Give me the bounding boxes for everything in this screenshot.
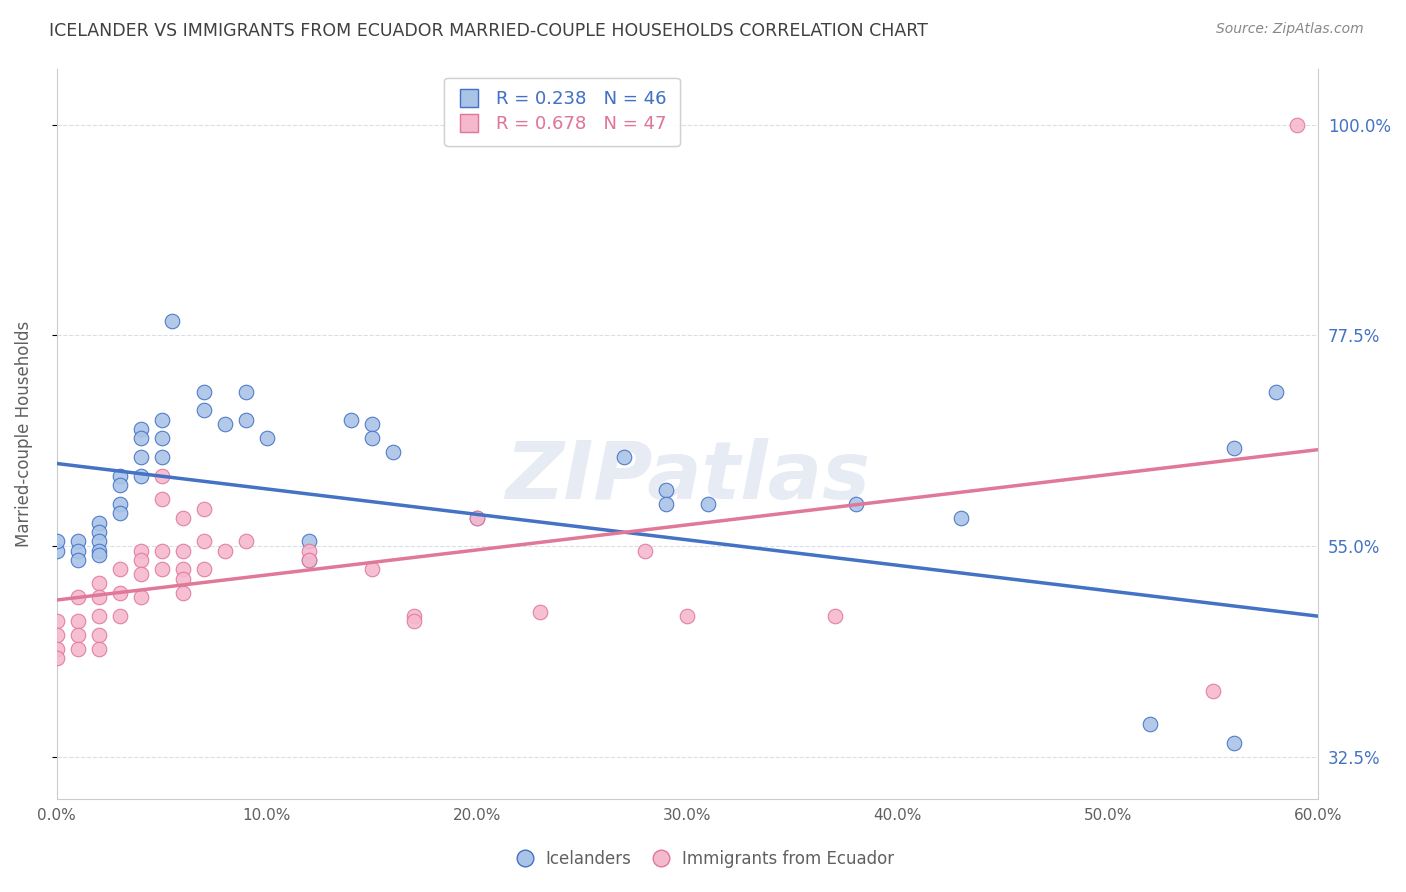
Point — [1286, 118, 1309, 132]
Point — [298, 534, 321, 549]
Point — [87, 591, 110, 605]
Point — [298, 553, 321, 567]
Point — [108, 497, 131, 511]
Point — [193, 501, 215, 516]
Point — [129, 422, 152, 436]
Point — [298, 553, 321, 567]
Point — [361, 562, 384, 576]
Point — [45, 614, 67, 628]
Point — [129, 468, 152, 483]
Point — [256, 431, 278, 445]
Point — [150, 450, 173, 464]
Point — [172, 572, 194, 586]
Point — [87, 609, 110, 624]
Point — [45, 628, 67, 642]
Point — [1202, 684, 1225, 698]
Point — [150, 492, 173, 507]
Text: ICELANDER VS IMMIGRANTS FROM ECUADOR MARRIED-COUPLE HOUSEHOLDS CORRELATION CHART: ICELANDER VS IMMIGRANTS FROM ECUADOR MAR… — [49, 22, 928, 40]
Point — [676, 609, 699, 624]
Point — [87, 628, 110, 642]
Point — [655, 497, 678, 511]
Point — [129, 431, 152, 445]
Point — [361, 417, 384, 432]
Point — [1139, 717, 1161, 731]
Point — [66, 642, 89, 657]
Point — [66, 553, 89, 567]
Point — [697, 497, 720, 511]
Point — [66, 628, 89, 642]
Point — [529, 605, 551, 619]
Legend: Icelanders, Immigrants from Ecuador: Icelanders, Immigrants from Ecuador — [506, 844, 900, 875]
Point — [1097, 853, 1119, 867]
Point — [108, 478, 131, 492]
Point — [613, 450, 636, 464]
Point — [45, 642, 67, 657]
Point — [845, 497, 868, 511]
Point — [172, 511, 194, 525]
Point — [87, 642, 110, 657]
Point — [361, 431, 384, 445]
Point — [45, 534, 67, 549]
Text: Source: ZipAtlas.com: Source: ZipAtlas.com — [1216, 22, 1364, 37]
Point — [193, 403, 215, 417]
Point — [87, 576, 110, 591]
Point — [129, 567, 152, 582]
Point — [150, 412, 173, 426]
Point — [655, 483, 678, 497]
Point — [1223, 441, 1246, 455]
Point — [824, 609, 846, 624]
Point — [404, 614, 426, 628]
Point — [172, 543, 194, 558]
Point — [129, 591, 152, 605]
Point — [108, 506, 131, 520]
Point — [1223, 735, 1246, 749]
Point — [340, 412, 363, 426]
Point — [1012, 805, 1035, 820]
Point — [108, 468, 131, 483]
Point — [150, 543, 173, 558]
Point — [45, 651, 67, 665]
Point — [66, 591, 89, 605]
Point — [1265, 384, 1288, 399]
Point — [66, 614, 89, 628]
Point — [129, 450, 152, 464]
Point — [87, 549, 110, 563]
Legend: R = 0.238   N = 46, R = 0.678   N = 47: R = 0.238 N = 46, R = 0.678 N = 47 — [444, 78, 679, 146]
Point — [87, 516, 110, 530]
Point — [162, 314, 184, 328]
Point — [214, 543, 236, 558]
Point — [108, 562, 131, 576]
Point — [87, 534, 110, 549]
Point — [404, 609, 426, 624]
Point — [66, 543, 89, 558]
Point — [172, 562, 194, 576]
Point — [214, 417, 236, 432]
Point — [172, 586, 194, 600]
Point — [108, 586, 131, 600]
Point — [193, 562, 215, 576]
Point — [150, 468, 173, 483]
Point — [129, 543, 152, 558]
Point — [465, 511, 488, 525]
Point — [108, 609, 131, 624]
Point — [235, 384, 257, 399]
Point — [235, 534, 257, 549]
Point — [66, 534, 89, 549]
Point — [87, 543, 110, 558]
Point — [129, 553, 152, 567]
Point — [298, 543, 321, 558]
Point — [150, 562, 173, 576]
Point — [235, 412, 257, 426]
Y-axis label: Married-couple Households: Married-couple Households — [15, 320, 32, 547]
Point — [193, 534, 215, 549]
Point — [150, 431, 173, 445]
Point — [45, 543, 67, 558]
Point — [87, 524, 110, 539]
Point — [465, 511, 488, 525]
Point — [382, 445, 405, 459]
Point — [949, 511, 972, 525]
Point — [193, 384, 215, 399]
Point — [634, 543, 657, 558]
Text: ZIPatlas: ZIPatlas — [505, 439, 870, 516]
